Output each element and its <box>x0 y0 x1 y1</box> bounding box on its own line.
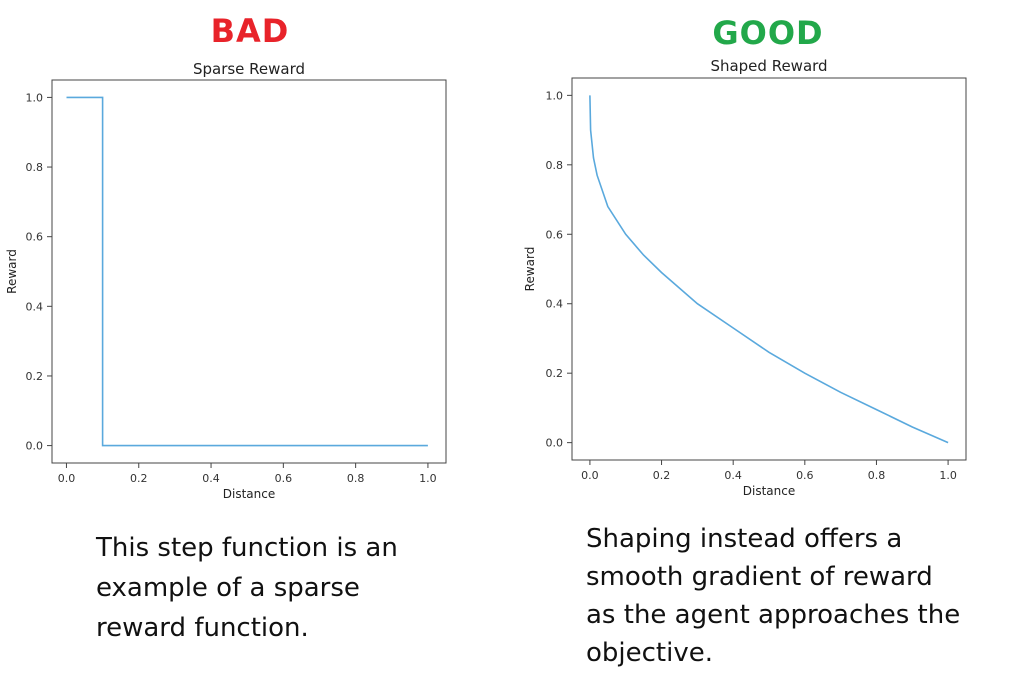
x-tick-label: 0.0 <box>58 472 76 485</box>
x-tick-label: 0.6 <box>796 469 814 482</box>
y-axis-label: Reward <box>523 247 537 292</box>
x-tick-label: 0.8 <box>347 472 365 485</box>
x-tick-label: 0.6 <box>275 472 293 485</box>
verdict-label: GOOD <box>712 14 824 52</box>
x-tick-label: 0.4 <box>202 472 220 485</box>
y-tick-label: 1.0 <box>26 91 44 104</box>
x-axis-label: Distance <box>743 484 795 498</box>
x-tick-label: 1.0 <box>419 472 437 485</box>
plot-frame <box>571 77 967 461</box>
plot-frame <box>51 79 447 464</box>
chart-title: Sparse Reward <box>193 60 305 78</box>
panel-sparse-reward: BAD Sparse Reward 0.0 0.2 0.4 0.6 0.8 1.0 0.0 0.… <box>5 12 447 643</box>
y-tick-label: 0.2 <box>546 367 564 380</box>
chart-title: Shaped Reward <box>710 57 827 75</box>
x-tick-label: 1.0 <box>939 469 957 482</box>
x-tick-label: 0.2 <box>130 472 148 485</box>
series-line <box>66 96 428 447</box>
y-axis-label: Reward <box>5 249 19 294</box>
y-tick-label: 0.0 <box>26 440 44 453</box>
series-line <box>589 95 949 444</box>
y-tick-label: 0.6 <box>546 228 564 241</box>
y-tick-label: 1.0 <box>546 89 564 102</box>
x-tick-label: 0.8 <box>868 469 886 482</box>
caption-text: This step function is an example of a sp… <box>96 533 398 643</box>
y-tick-label: 0.6 <box>26 231 44 244</box>
x-tick-label: 0.4 <box>724 469 742 482</box>
y-tick-label: 0.0 <box>546 437 564 450</box>
x-tick-label: 0.2 <box>653 469 671 482</box>
y-tick-label: 0.4 <box>546 298 564 311</box>
y-tick-label: 0.2 <box>26 370 44 383</box>
sparse-reward-chart: Sparse Reward 0.0 0.2 0.4 0.6 0.8 1.0 0.0 0.2 0.4… <box>5 60 447 501</box>
verdict-label: BAD <box>210 12 290 50</box>
y-tick-label: 0.8 <box>546 159 564 172</box>
panel-shaped-reward: GOOD Shaped Reward 0.0 0.2 0.4 0.6 0.8 1.0 0.0 0… <box>512 0 1024 677</box>
y-tick-label: 0.8 <box>26 161 44 174</box>
x-axis-label: Distance <box>223 487 275 501</box>
x-tick-label: 0.0 <box>581 469 599 482</box>
y-tick-label: 0.4 <box>26 300 44 313</box>
caption-text: Shaping instead offers a smooth gradient… <box>586 524 961 668</box>
shaped-reward-chart: Shaped Reward 0.0 0.2 0.4 0.6 0.8 1.0 0.0 0.2 0.4… <box>523 57 967 498</box>
